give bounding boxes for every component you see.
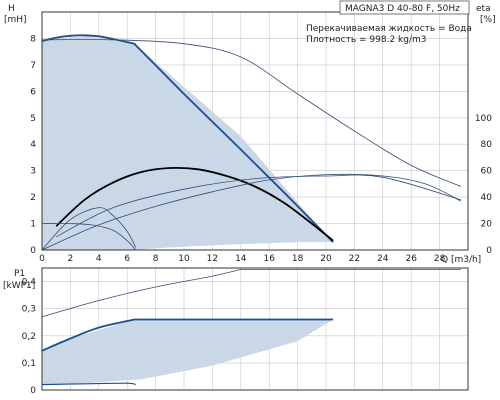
p1-axis-unit: [kWP1] (3, 281, 35, 291)
p1-axis-label: P1 (14, 269, 25, 279)
y2-tick-label: 20 (481, 220, 493, 230)
power-max-curve (41, 318, 334, 352)
x-tick-label: 12 (207, 254, 218, 264)
x-axis-label: Q [m3/h] (441, 255, 481, 265)
p1-tick-label: 0,1 (22, 359, 36, 369)
p1-tick-label: 0,2 (22, 332, 36, 342)
chart-title: MAGNA3 D 40-80 F, 50Hz (345, 4, 460, 14)
y2-tick-label: 100 (475, 114, 492, 124)
x-tick-label: 10 (178, 254, 190, 264)
y-tick-label: 0 (30, 246, 36, 256)
efficiency-mid-curve (56, 174, 462, 238)
power-area-fill (42, 319, 334, 385)
x-tick-label: 22 (349, 254, 360, 264)
y2-axis-label: eta (476, 4, 491, 14)
annotation-density: Плотность = 998.2 kg/m3 (306, 35, 427, 45)
power-min-curve (41, 382, 136, 386)
p1-tick-label: 0 (30, 386, 36, 396)
x-tick-label: 2 (68, 254, 74, 264)
efficiency-curve-max (55, 166, 334, 242)
bottom-plot-frame (41, 267, 469, 391)
annotation-liquid: Перекачиваемая жидкость = Вода (306, 24, 472, 34)
y2-tick-label: 80 (481, 140, 493, 150)
x-tick-label: 16 (263, 254, 275, 264)
x-tick-label: 26 (405, 254, 417, 264)
top-series (41, 34, 462, 251)
y-axis-label: H (8, 4, 15, 14)
y2-axis-unit: [%] (480, 15, 496, 25)
efficiency-extended-curve (41, 173, 462, 251)
x-tick-label: 14 (235, 254, 247, 264)
x-tick-label: 28 (434, 254, 446, 264)
y2-tick-label: 40 (481, 193, 493, 203)
y2-tick-label: 60 (481, 167, 493, 177)
x-tick-label: 6 (124, 254, 130, 264)
top-plot-frame (41, 11, 469, 251)
operating-area-fill (42, 35, 334, 250)
x-tick-label: 4 (96, 254, 102, 264)
x-tick-label: 0 (39, 254, 45, 264)
tick-labels: 0 2 4 6 8 10 12 14 16 18 20 22 24 26 28012345678020406… (22, 34, 493, 396)
x-tick-label: 20 (320, 254, 332, 264)
min-curve-curve (41, 223, 136, 251)
top-operating-area (42, 35, 334, 250)
y-tick-label: 7 (30, 61, 36, 71)
p1-tick-label: 0,4 (22, 278, 37, 288)
p1-tick-label: 0,3 (22, 305, 36, 315)
y-tick-label: 6 (30, 87, 36, 97)
title-box (339, 0, 470, 15)
x-tick-label: 24 (377, 254, 389, 264)
y-tick-label: 4 (30, 140, 36, 150)
head-extended-curve (41, 39, 462, 187)
power-extended-curve (41, 269, 461, 318)
y-tick-label: 1 (30, 220, 36, 230)
y-tick-label: 3 (30, 167, 36, 177)
y-axis-unit: [mH] (4, 15, 27, 25)
y-tick-label: 5 (30, 114, 36, 124)
bottom-power-area (42, 319, 334, 385)
y2-tick-label: 0 (486, 246, 492, 256)
x-tick-label: 18 (292, 254, 304, 264)
y-tick-label: 8 (30, 34, 36, 44)
x-tick-label: 8 (153, 254, 159, 264)
bottom-series (41, 269, 461, 386)
y-tick-label: 2 (30, 193, 36, 203)
